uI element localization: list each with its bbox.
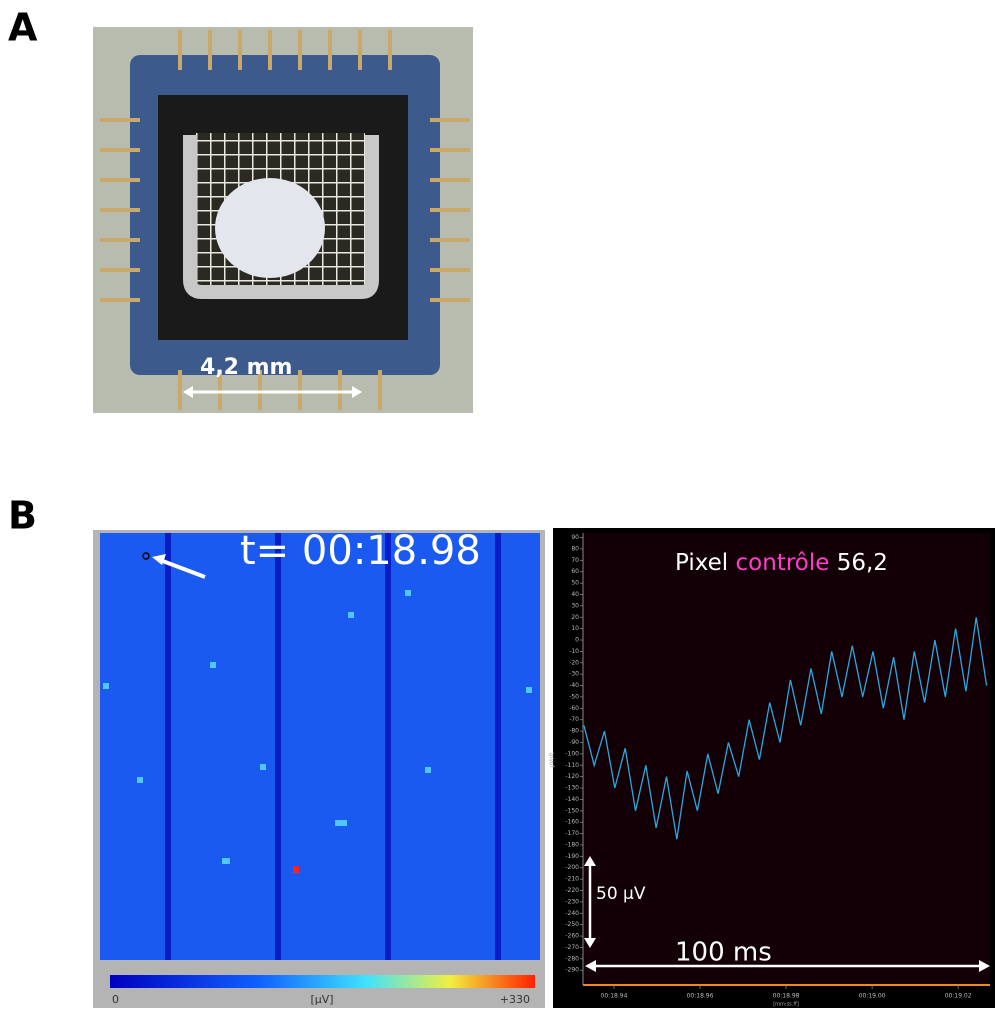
x-tick-label: 00:19.02	[945, 993, 972, 1000]
y-tick-label: -120	[565, 773, 579, 780]
y-tick-label: -60	[569, 705, 579, 712]
y-axis-label: µVolt	[549, 752, 556, 768]
x-tick-label: 00:18.98	[773, 993, 800, 1000]
y-tick-label: -30	[569, 671, 579, 678]
heatmap-image	[93, 530, 545, 1008]
y-tick-label: 90	[571, 534, 579, 541]
trace-line	[583, 617, 988, 840]
x-tick-label: 00:18.96	[687, 993, 714, 1000]
time-label: t= 00:18.98	[240, 528, 481, 574]
colorbar-min: 0	[112, 993, 119, 1006]
title-part: Pixel	[675, 550, 728, 576]
y-tick-label: -220	[565, 887, 579, 894]
y-tick-label: -210	[565, 876, 579, 883]
colorbar-max: +330	[500, 993, 530, 1006]
y-tick-label: -180	[565, 841, 579, 848]
y-tick-label: -150	[565, 807, 579, 814]
y-tick-label: -130	[565, 785, 579, 792]
trace-title: Pixel contrôle 56,2	[675, 550, 888, 576]
title-part: 56,2	[837, 550, 888, 576]
y-tick-label: -290	[565, 967, 579, 974]
y-tick-label: -100	[565, 750, 579, 757]
x-axis-label: [mm:ss.ff]	[773, 1002, 799, 1008]
y-tick-label: -110	[565, 762, 579, 769]
plot-area	[583, 533, 990, 985]
y-tick-label: 40	[571, 591, 579, 598]
y-tick-label: 0	[575, 637, 579, 644]
x-scale-bar-label: 100 ms	[675, 938, 772, 968]
chip-photo	[93, 27, 473, 413]
y-tick-label: 20	[571, 614, 579, 621]
y-tick-label: 70	[571, 557, 579, 564]
y-tick-label: -50	[569, 693, 579, 700]
scale-bar-label: 4,2 mm	[200, 355, 292, 380]
y-tick-label: -250	[565, 921, 579, 928]
y-tick-label: -80	[569, 728, 579, 735]
x-tick-label: 00:19.00	[859, 993, 886, 1000]
y-tick-label: -170	[565, 830, 579, 837]
y-tick-label: -70	[569, 716, 579, 723]
y-tick-label: -200	[565, 864, 579, 871]
y-tick-label: -40	[569, 682, 579, 689]
y-tick-label: 60	[571, 568, 579, 575]
y-tick-label: -160	[565, 819, 579, 826]
y-tick-label: -230	[565, 898, 579, 905]
y-tick-label: -190	[565, 853, 579, 860]
y-scale-bar-label: 50 µV	[596, 884, 646, 904]
y-tick-label: -90	[569, 739, 579, 746]
scale-bars	[584, 856, 990, 972]
colorbar-unit: [µV]	[310, 993, 333, 1006]
y-tick-label: 80	[571, 545, 579, 552]
y-tick-label: -10	[569, 648, 579, 655]
title-part: contrôle	[736, 550, 830, 576]
x-tick-label: 00:18.94	[601, 993, 628, 1000]
y-tick-label: -140	[565, 796, 579, 803]
y-tick-label: 30	[571, 602, 579, 609]
y-tick-label: -260	[565, 933, 579, 940]
y-tick-label: -270	[565, 944, 579, 951]
panel-label: A	[8, 6, 38, 50]
y-tick-label: -240	[565, 910, 579, 917]
y-tick-label: -20	[569, 659, 579, 666]
y-tick-label: 10	[571, 625, 579, 632]
y-tick-label: -280	[565, 955, 579, 962]
panel-label: B	[8, 494, 37, 538]
y-tick-label: 50	[571, 580, 579, 587]
